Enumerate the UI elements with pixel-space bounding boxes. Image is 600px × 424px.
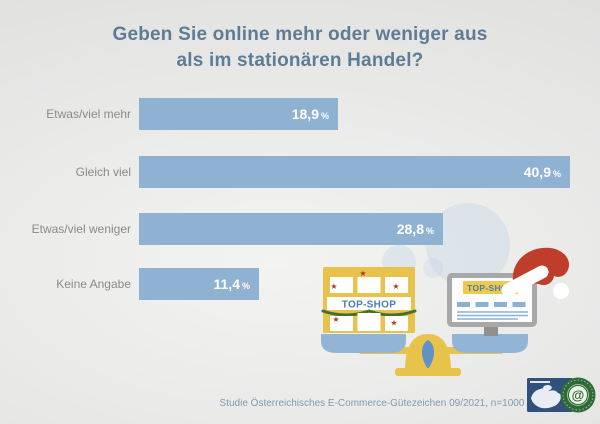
webshop-text-lines [457,311,528,320]
bar-label: Keine Angabe [56,277,131,291]
svg-text:★: ★ [390,319,397,328]
seal-at-symbol: @ [572,388,585,403]
bar-row: Gleich viel 40,9% [0,156,600,188]
bar-value: 18,9% [291,106,329,122]
balance-scale-icon [321,334,528,376]
bar-row: Etwas/viel mehr 18,9% [0,98,600,130]
svg-text:★: ★ [332,315,339,324]
guetezeichen-seal-icon: @ [560,377,596,413]
garland-icon [321,309,417,317]
bar-label: Etwas/viel weniger [31,222,131,236]
shop-door [357,313,381,331]
scale-illustration: TOP-SHOP ★ ★ ★ ★ ★ TOP-SHOP [321,203,570,376]
bar: 18,9% [139,98,338,130]
scale-base [395,368,461,376]
bar-value: 40,9% [523,164,561,180]
star-decorations: ★ ★ ★ ★ ★ [330,269,399,328]
santa-hat-icon [501,247,570,299]
bar: 40,9% [139,156,570,188]
bar-value-unit: % [320,111,329,121]
webshop-sign-text: TOP-SHOP [467,283,514,293]
svg-text:★: ★ [359,269,366,278]
source-note: Studie Österreichisches E-Commerce-Gütez… [219,398,525,409]
bar-value-unit: % [241,281,250,291]
bar-value-unit: % [425,226,434,236]
europe-map-icon [527,378,573,412]
ecommerce-guetezeichen-logo: @ [527,377,596,413]
svg-text:★: ★ [392,282,399,291]
bar-label: Gleich viel [75,165,131,179]
svg-text:★: ★ [330,282,337,291]
bar-label: Etwas/viel mehr [46,107,131,121]
shop-sign-banner [327,297,411,310]
chart-title-line1: Geben Sie online mehr oder weniger aus [112,24,488,45]
bar: 28,8% [139,213,443,245]
bar-row: Etwas/viel weniger 28,8% [0,213,600,245]
shop-sign-text: TOP-SHOP [342,300,396,311]
bar-value: 28,8% [396,221,434,237]
bar: 11,4% [139,268,259,300]
webshop-menu-items [457,302,526,307]
bar-row: Keine Angabe 11,4% [0,268,600,300]
chart-title-line2: als im stationären Handel? [176,50,424,71]
bar-value-unit: % [552,169,561,179]
scale-left-pan [321,334,406,353]
chart-title: Geben Sie online mehr oder weniger aus a… [0,22,600,74]
bar-value: 11,4% [213,276,251,292]
storefront-icon: TOP-SHOP ★ ★ ★ ★ ★ [321,267,417,333]
scale-right-pan [452,334,528,353]
scale-drop-icon [421,340,435,369]
